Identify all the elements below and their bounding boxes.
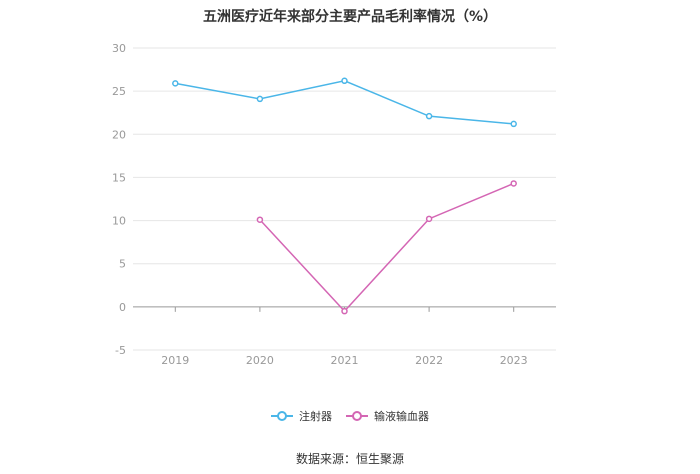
series-line-1 [259,182,514,313]
x-tick-label: 2023 [500,354,528,367]
y-tick-label: 5 [119,258,126,271]
y-tick-label: 15 [112,171,126,184]
y-tick-label: 0 [119,301,126,314]
data-point-series-1 [256,216,264,223]
y-tick-label: 25 [112,85,126,98]
x-tick-label: 2021 [331,354,359,367]
data-point-series-0 [425,112,433,120]
legend-label-series-1: 输液输血器 [374,410,429,423]
y-tick-label: 30 [112,42,126,55]
chart-title: 五洲医疗近年来部分主要产品毛利率情况（%） [202,9,498,25]
legend-marker-series-1 [346,411,368,421]
legend-item-series-1[interactable]: 输液输血器 [346,408,429,424]
legend: 注射器 输液输血器 [0,408,700,424]
y-tick-label: 10 [112,215,126,228]
data-source: 数据来源：恒生聚源 [295,452,404,466]
x-tick-label: 2019 [161,354,189,367]
legend-item-series-0[interactable]: 注射器 [271,408,332,424]
x-tick-label: 2022 [415,354,443,367]
x-tick-label: 2020 [246,354,274,367]
legend-marker-series-0 [271,411,293,421]
data-point-series-0 [256,95,264,103]
data-point-series-0 [172,80,179,87]
data-point-series-0 [341,77,348,85]
data-point-series-0 [510,120,517,128]
series-line-0 [175,80,514,125]
data-point-series-1 [510,180,517,187]
y-tick-label: 20 [112,128,126,141]
y-tick-label: -5 [115,344,126,357]
data-point-series-1 [425,215,433,223]
legend-label-series-0: 注射器 [299,410,332,423]
data-point-series-1 [341,307,348,315]
